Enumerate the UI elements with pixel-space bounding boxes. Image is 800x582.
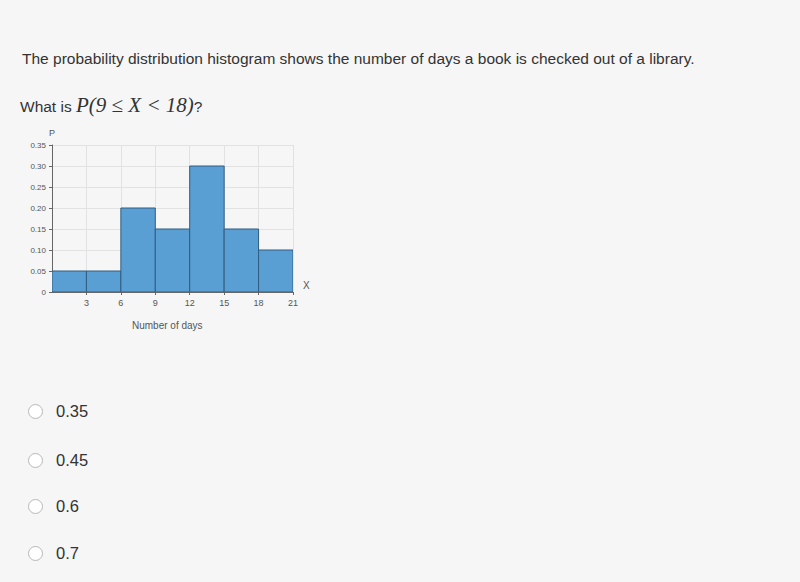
svg-text:15: 15 <box>219 298 229 308</box>
svg-text:0.30: 0.30 <box>30 162 46 171</box>
svg-text:9: 9 <box>153 298 158 308</box>
html-text:0.35: 0.35 <box>56 402 89 420</box>
svg-text:P: P <box>49 128 55 138</box>
svg-text:12: 12 <box>185 298 195 308</box>
svg-text:0.15: 0.15 <box>30 225 46 234</box>
svg-text:Number of days: Number of days <box>132 320 203 331</box>
svg-text:21: 21 <box>288 298 298 308</box>
svg-text:18: 18 <box>254 298 264 308</box>
html-text:The probability distribution h: The probability distribution histogram s… <box>22 50 695 67</box>
html-text:0.6: 0.6 <box>56 497 79 515</box>
svg-text:0.35: 0.35 <box>30 141 46 150</box>
html-text:What isP(9 ≤ X < 18)?: What isP(9 ≤ X < 18)? <box>20 93 203 117</box>
svg-text:0.25: 0.25 <box>30 183 46 192</box>
svg-text:3: 3 <box>84 298 89 308</box>
svg-text:6: 6 <box>118 298 123 308</box>
html-text:0.7: 0.7 <box>56 544 79 562</box>
svg-text:0.05: 0.05 <box>30 267 46 276</box>
svg-text:0.10: 0.10 <box>30 246 46 255</box>
html-text:0.45: 0.45 <box>56 451 89 469</box>
svg-text:0: 0 <box>42 288 47 297</box>
svg-text:0.20: 0.20 <box>30 204 46 213</box>
svg-text:X: X <box>303 280 310 291</box>
